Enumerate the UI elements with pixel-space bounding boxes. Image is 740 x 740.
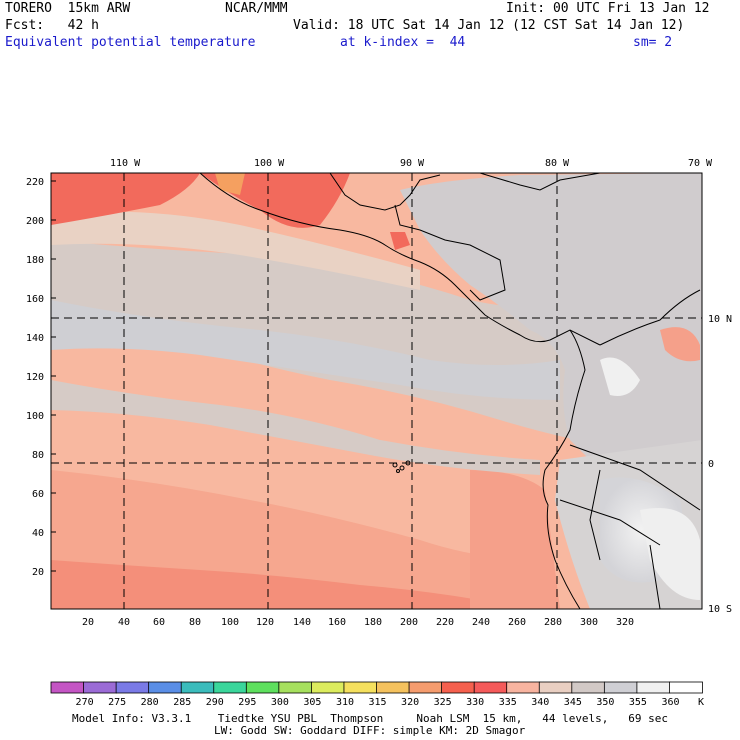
- colorbar-swatch: [245, 681, 280, 694]
- colorbar-swatch: [571, 681, 606, 694]
- lon-label-70w: 70 W: [688, 158, 713, 169]
- x-tick: 260: [508, 617, 526, 628]
- y-tick: 140: [26, 333, 44, 344]
- colorbar-label: 340: [531, 697, 549, 708]
- colorbar-label: 270: [76, 697, 94, 708]
- colorbar-label: 275: [108, 697, 126, 708]
- y-tick: 80: [32, 450, 44, 461]
- colorbar-swatch: [50, 681, 85, 694]
- x-tick: 20: [82, 617, 94, 628]
- colorbar-swatch: [636, 681, 671, 694]
- colorbar-swatch: [408, 681, 443, 694]
- x-tick: 160: [328, 617, 346, 628]
- colorbar-swatch: [343, 681, 378, 694]
- y-tick: 160: [26, 294, 44, 305]
- x-tick: 280: [544, 617, 562, 628]
- x-tick: 40: [118, 617, 130, 628]
- colorbar-swatch: [441, 681, 476, 694]
- y-tick: 100: [26, 411, 44, 422]
- x-tick: 220: [436, 617, 454, 628]
- lat-label-10n: 10 N: [708, 314, 732, 325]
- colorbar-label: 310: [336, 697, 354, 708]
- model-name: TORERO 15km ARW: [5, 1, 131, 16]
- colorbar-swatch: [278, 681, 313, 694]
- colorbar-label: 285: [173, 697, 191, 708]
- colorbar-swatch: [115, 681, 150, 694]
- x-tick: 80: [189, 617, 201, 628]
- x-tick: 100: [221, 617, 239, 628]
- y-tick: 180: [26, 255, 44, 266]
- forecast-hour: Fcst: 42 h: [5, 18, 99, 33]
- colorbar-swatch: [538, 681, 573, 694]
- y-tick: 40: [32, 528, 44, 539]
- theta-e-field: [51, 173, 702, 609]
- init-time: Init: 00 UTC Fri 13 Jan 12: [506, 1, 710, 16]
- colorbar-label: 345: [564, 697, 582, 708]
- lat-label-0: 0: [708, 459, 714, 470]
- x-tick: 180: [364, 617, 382, 628]
- colorbar-label: 315: [369, 697, 387, 708]
- colorbar-label: 295: [238, 697, 256, 708]
- colorbar-swatch: [213, 681, 248, 694]
- lat-lon-grid: [51, 173, 702, 609]
- y-tick: 120: [26, 372, 44, 383]
- colorbar-label: 325: [434, 697, 452, 708]
- lon-label-100w: 100 W: [254, 158, 285, 169]
- colorbar-swatch: [310, 681, 345, 694]
- colorbar-swatch: [473, 681, 508, 694]
- y-tick: 200: [26, 216, 44, 227]
- x-tick: 320: [616, 617, 634, 628]
- colorbar-labels: 270 275 280 285 290 295 300 305 310 315 320 325 330 3…: [76, 697, 704, 708]
- level-index: at k-index = 44: [340, 35, 466, 50]
- colorbar-label: 360: [661, 697, 679, 708]
- colorbar-label: 355: [629, 697, 647, 708]
- lon-label-90w: 90 W: [400, 158, 425, 169]
- colorbar-label: 335: [499, 697, 517, 708]
- colorbar-label: K: [698, 697, 704, 708]
- y-tick: 220: [26, 177, 44, 188]
- colorbar-swatch: [148, 681, 183, 694]
- colorbar-label: 350: [596, 697, 614, 708]
- x-tick: 120: [256, 617, 274, 628]
- colorbar-swatch: [83, 681, 118, 694]
- frame-ticks: [51, 180, 56, 572]
- y-tick: 20: [32, 567, 44, 578]
- colorbar-label: 305: [303, 697, 321, 708]
- x-tick: 300: [580, 617, 598, 628]
- x-tick: 60: [153, 617, 165, 628]
- model-info-line: Model Info: V3.3.1 Tiedtke YSU PBL Thomp…: [72, 712, 669, 725]
- colorbar-label: 300: [271, 697, 289, 708]
- plot-frame: [50, 172, 703, 610]
- valid-time: Valid: 18 UTC Sat 14 Jan 12 (12 CST Sat …: [293, 18, 685, 33]
- coastlines: [199, 173, 701, 609]
- colorbar-swatch: [603, 681, 638, 694]
- colorbar-swatch: [506, 681, 541, 694]
- colorbar-label: 290: [206, 697, 224, 708]
- x-tick: 200: [400, 617, 418, 628]
- smoothing: sm= 2: [633, 35, 673, 50]
- center-name: NCAR/MMM: [225, 1, 288, 16]
- colorbar: [50, 681, 703, 694]
- colorbar-label: 280: [141, 697, 159, 708]
- colorbar-swatch: [180, 681, 215, 694]
- colorbar-swatch: [376, 681, 410, 694]
- y-tick: 60: [32, 489, 44, 500]
- field-name: Equivalent potential temperature: [5, 35, 256, 50]
- colorbar-label: 320: [401, 697, 419, 708]
- x-tick: 140: [293, 617, 311, 628]
- colorbar-label: 330: [466, 697, 484, 708]
- x-tick: 240: [472, 617, 490, 628]
- colorbar-swatch: [669, 681, 703, 694]
- lon-label-110w: 110 W: [110, 158, 141, 169]
- physics-info-line: LW: Godd SW: Goddard DIFF: simple KM: 2D…: [214, 724, 526, 737]
- lon-label-80w: 80 W: [545, 158, 570, 169]
- lat-label-10s: 10 S: [708, 604, 732, 615]
